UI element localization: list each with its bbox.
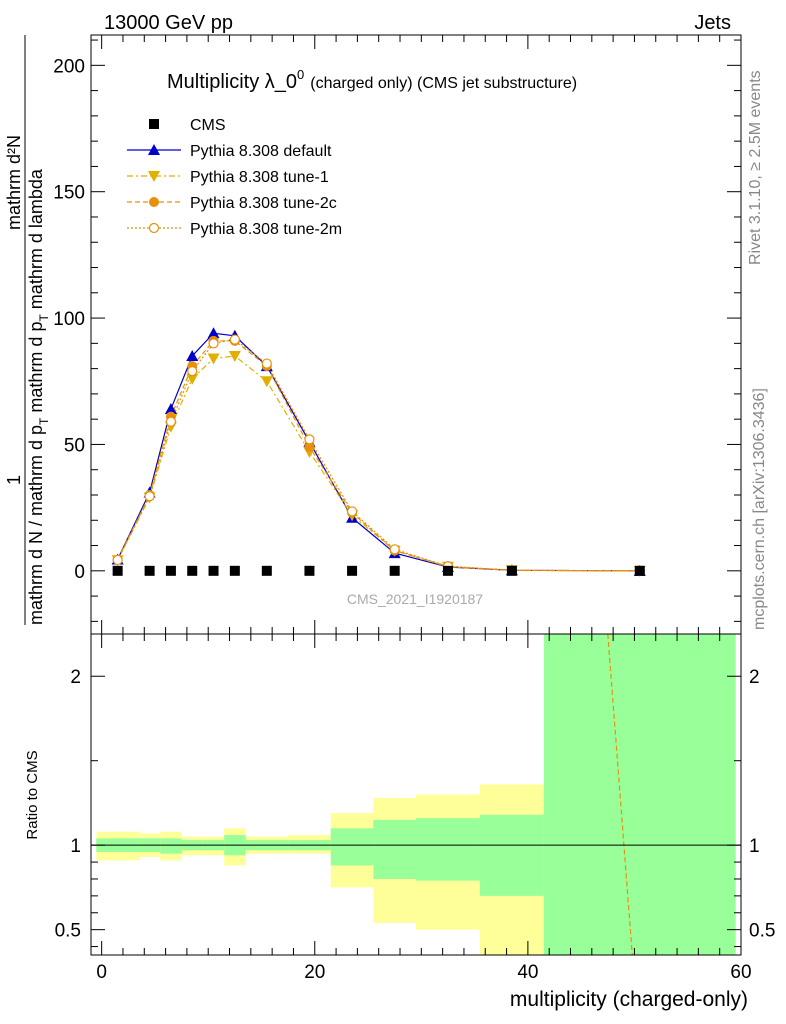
series-4-point [165,416,177,427]
series-4-point [304,434,315,445]
series-4-point [389,544,400,555]
ratio-panel: 0.5 0.5 1 1 2 2 0 20 40 60 Ratio to CMS multipli… [24,633,775,1011]
main-y-tick-label: 150 [53,183,85,204]
ratio-line [607,633,633,956]
series-4-point [261,358,272,369]
main-y-tick-label: 0 [74,562,85,583]
main-frame [90,34,742,635]
ratio-y-tick-label-right: 1 [749,836,760,857]
main-series-markers [111,327,646,577]
ratio-band-green [416,818,480,881]
series-0-point [347,565,358,576]
legend: CMS Pythia 8.308 default Pythia 8.308 tune… [127,117,342,238]
header-left: 13000 GeV pp [104,12,233,34]
ratio-band-green [330,828,374,866]
ratio-lines [607,633,633,956]
series-4-point [144,491,155,502]
legend-marker-4 [148,222,160,234]
series-2-point [228,350,241,362]
legend-label: Pythia 8.308 tune-1 [190,169,329,186]
ylabel-numerator: mathrm d²N [4,135,24,230]
series-0-point [506,565,517,576]
main-y-tick-label: 100 [53,309,85,330]
x-tick-label: 20 [304,962,325,983]
main-panel: 0 50 100 150 200 CMS_2021_I1920187 Multiplic… [53,34,742,635]
ratio-band-green [373,819,416,879]
ratio-y-tick-label: 2 [70,667,81,688]
ratio-y-tick-label-right: 2 [749,667,760,688]
ratio-y-tick-label: 0.5 [55,921,81,942]
header-right: Jets [694,12,731,34]
series-0-point [187,565,198,576]
legend-marker-2 [148,171,160,182]
legend-marker-3 [149,197,159,207]
chart-title: Multiplicity λ_00(charged only) (CMS jet… [167,67,577,93]
ratio-band-green [479,814,544,896]
main-y-ticks: 0 50 100 150 200 [53,39,741,622]
legend-label: Pythia 8.308 tune-2c [190,195,337,212]
series-4-point [346,506,358,517]
ratio-band-green [543,634,736,955]
ylabel-prefactor-num: 1 [4,475,24,485]
x-tick-label: 40 [517,962,538,983]
series-0-point [304,565,315,576]
series-line-2 [117,355,640,572]
x-tick-label: 0 [96,962,107,983]
series-0-point [229,565,240,576]
rivet-label: Rivet 3.1.10, ≥ 2.5M events [747,70,764,265]
legend-marker-0 [149,119,159,129]
series-0-point [389,565,400,576]
series-1-point [164,403,177,415]
main-y-tick-label: 200 [53,56,85,77]
series-1-point [207,327,220,339]
ylabel-prefactor-den: mathrm d N / mathrm d pT mathrm d pT mat… [26,168,51,625]
watermark: CMS_2021_I1920187 [347,591,483,607]
series-0-point [165,565,176,576]
series-0-point [208,565,219,576]
x-axis-label: multiplicity (charged-only) [510,988,748,1011]
series-4-point [208,338,219,349]
legend-marker-1 [148,144,160,155]
ratio-y-ticks: 0.5 0.5 1 1 2 2 [55,667,775,948]
series-0-point [112,565,123,576]
ratio-band-green [160,838,182,854]
series-2-point [260,376,273,388]
ratio-x-ticks: 0 20 40 60 [96,634,752,983]
series-4-point [229,334,240,345]
series-0-point [261,565,272,576]
legend-label: CMS [190,117,226,134]
mcplots-label: mcplots.cern.ch [arXiv:1306.3436] [751,388,768,630]
ratio-frame [90,633,742,956]
main-x-ticks [101,35,742,634]
legend-label: Pythia 8.308 tune-2m [190,221,342,238]
series-4-point [187,366,198,377]
ratio-y-label: Ratio to CMS [24,750,41,839]
series-2-point [186,373,199,385]
series-1-point [186,349,199,361]
x-tick-label: 60 [730,962,751,983]
series-0-point [144,565,155,576]
series-2-point [207,353,220,365]
series-0-point [634,565,645,576]
legend-label: Pythia 8.308 default [190,143,332,160]
main-y-tick-label: 50 [64,435,85,456]
ratio-bands [96,634,736,955]
ratio-y-tick-label: 1 [70,836,81,857]
series-4-point [112,554,123,566]
ratio-y-tick-label-right: 0.5 [749,921,775,942]
series-3-point [304,441,315,452]
series-0-point [442,565,453,576]
main-y-axis-label: 1 mathrm d N / mathrm d pT mathrm d pT m… [4,35,51,625]
